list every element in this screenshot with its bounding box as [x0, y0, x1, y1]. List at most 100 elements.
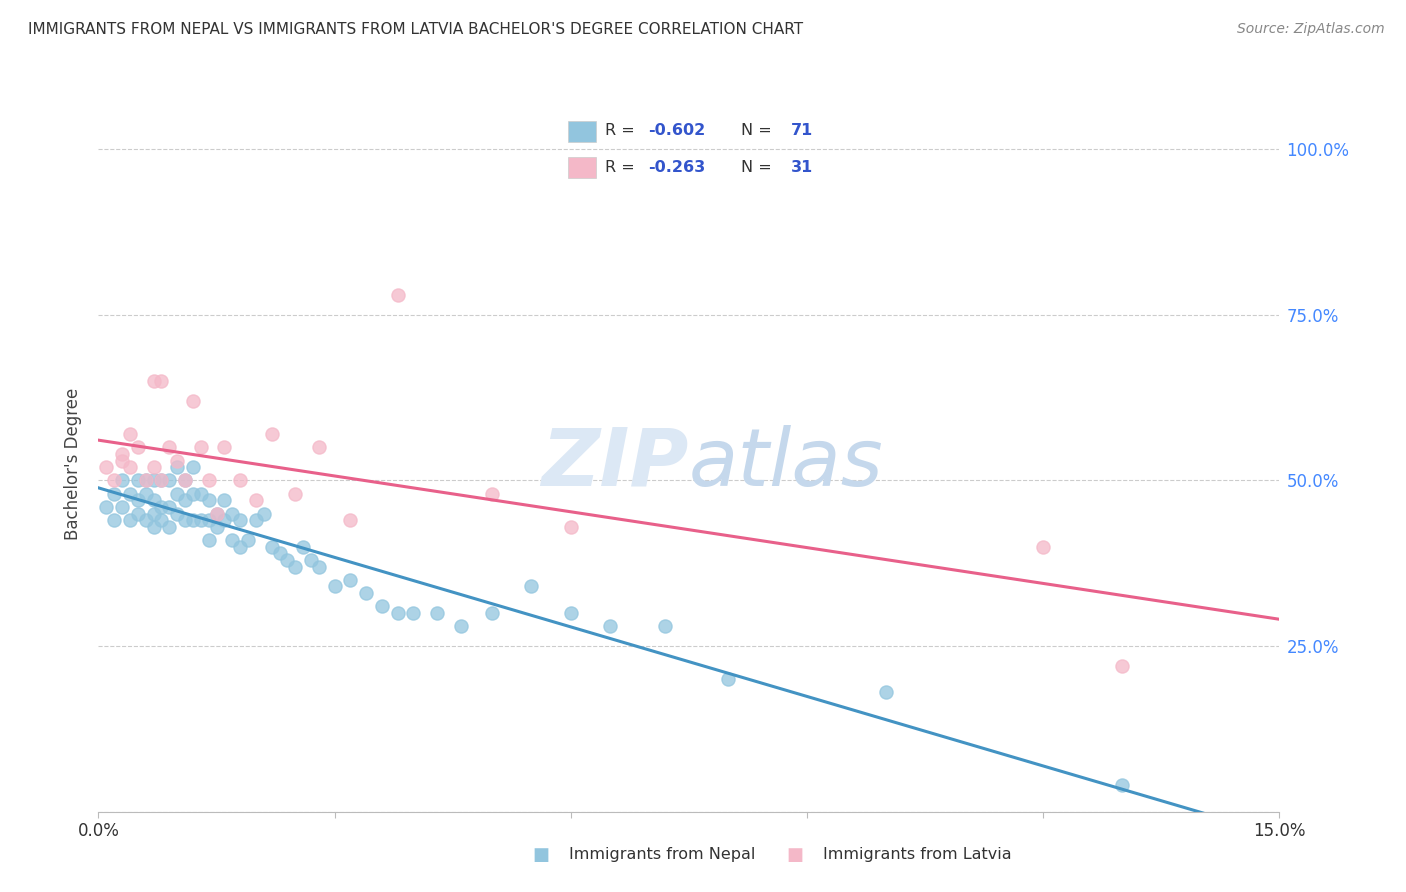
Text: -0.263: -0.263: [648, 160, 706, 175]
Point: [181, 486, 204, 500]
Point: [142, 493, 165, 508]
Point: [197, 513, 219, 527]
Point: [157, 440, 180, 454]
Point: [111, 453, 134, 467]
Text: atlas: atlas: [689, 425, 884, 503]
Point: [284, 486, 307, 500]
Point: [127, 474, 149, 488]
Point: [197, 533, 219, 547]
Point: [103, 513, 125, 527]
Point: [142, 374, 165, 388]
FancyBboxPatch shape: [568, 120, 596, 142]
Point: [103, 474, 125, 488]
Y-axis label: Bachelor's Degree: Bachelor's Degree: [65, 388, 83, 540]
Text: ■: ■: [533, 846, 550, 863]
Text: IMMIGRANTS FROM NEPAL VS IMMIGRANTS FROM LATVIA BACHELOR'S DEGREE CORRELATION CH: IMMIGRANTS FROM NEPAL VS IMMIGRANTS FROM…: [28, 22, 803, 37]
Text: 71: 71: [790, 123, 813, 138]
Point: [157, 520, 180, 534]
Point: [197, 474, 219, 488]
Point: [111, 447, 134, 461]
Point: [174, 474, 197, 488]
Point: [214, 440, 236, 454]
Point: [323, 579, 346, 593]
Point: [142, 460, 165, 475]
Point: [181, 393, 204, 408]
Point: [150, 374, 173, 388]
Point: [150, 500, 173, 514]
Point: [190, 486, 212, 500]
Point: [221, 507, 243, 521]
Text: 31: 31: [790, 160, 813, 175]
Text: ■: ■: [786, 846, 803, 863]
Point: [190, 513, 212, 527]
Point: [205, 507, 228, 521]
Point: [166, 453, 188, 467]
Point: [229, 513, 252, 527]
Point: [197, 493, 219, 508]
Point: [214, 493, 236, 508]
Text: Immigrants from Latvia: Immigrants from Latvia: [823, 847, 1011, 862]
Point: [299, 553, 322, 567]
Point: [481, 606, 503, 620]
Point: [260, 540, 283, 554]
Point: [174, 474, 197, 488]
Point: [229, 540, 252, 554]
Point: [205, 520, 228, 534]
Point: [426, 606, 449, 620]
Point: [127, 507, 149, 521]
Text: R =: R =: [605, 160, 640, 175]
Point: [118, 513, 141, 527]
Point: [284, 559, 307, 574]
Point: [245, 493, 267, 508]
Point: [127, 493, 149, 508]
Point: [181, 513, 204, 527]
Point: [402, 606, 425, 620]
Text: N =: N =: [741, 123, 778, 138]
Point: [181, 460, 204, 475]
Point: [135, 474, 157, 488]
Point: [371, 599, 394, 614]
Text: Immigrants from Nepal: Immigrants from Nepal: [569, 847, 756, 862]
Point: [450, 619, 472, 633]
Text: ZIP: ZIP: [541, 425, 689, 503]
Point: [157, 474, 180, 488]
Point: [1111, 659, 1133, 673]
Point: [387, 288, 409, 302]
Point: [560, 606, 582, 620]
Point: [205, 507, 228, 521]
Point: [166, 507, 188, 521]
Point: [276, 553, 298, 567]
Point: [229, 474, 252, 488]
Point: [150, 474, 173, 488]
Point: [96, 460, 118, 475]
Point: [150, 513, 173, 527]
Point: [174, 493, 197, 508]
Point: [339, 573, 361, 587]
Point: [1032, 540, 1054, 554]
Point: [118, 486, 141, 500]
Point: [127, 440, 149, 454]
Text: -0.602: -0.602: [648, 123, 706, 138]
Point: [142, 474, 165, 488]
Point: [166, 460, 188, 475]
Point: [245, 513, 267, 527]
Point: [190, 440, 212, 454]
Text: Source: ZipAtlas.com: Source: ZipAtlas.com: [1237, 22, 1385, 37]
Point: [354, 586, 377, 600]
Point: [520, 579, 543, 593]
Point: [481, 486, 503, 500]
Point: [166, 486, 188, 500]
Point: [214, 513, 236, 527]
Point: [135, 486, 157, 500]
Point: [135, 513, 157, 527]
Point: [96, 500, 118, 514]
Point: [135, 474, 157, 488]
Point: [875, 685, 897, 699]
Point: [339, 513, 361, 527]
Point: [118, 427, 141, 442]
Point: [654, 619, 676, 633]
Point: [157, 500, 180, 514]
Point: [253, 507, 276, 521]
Point: [111, 500, 134, 514]
Point: [260, 427, 283, 442]
